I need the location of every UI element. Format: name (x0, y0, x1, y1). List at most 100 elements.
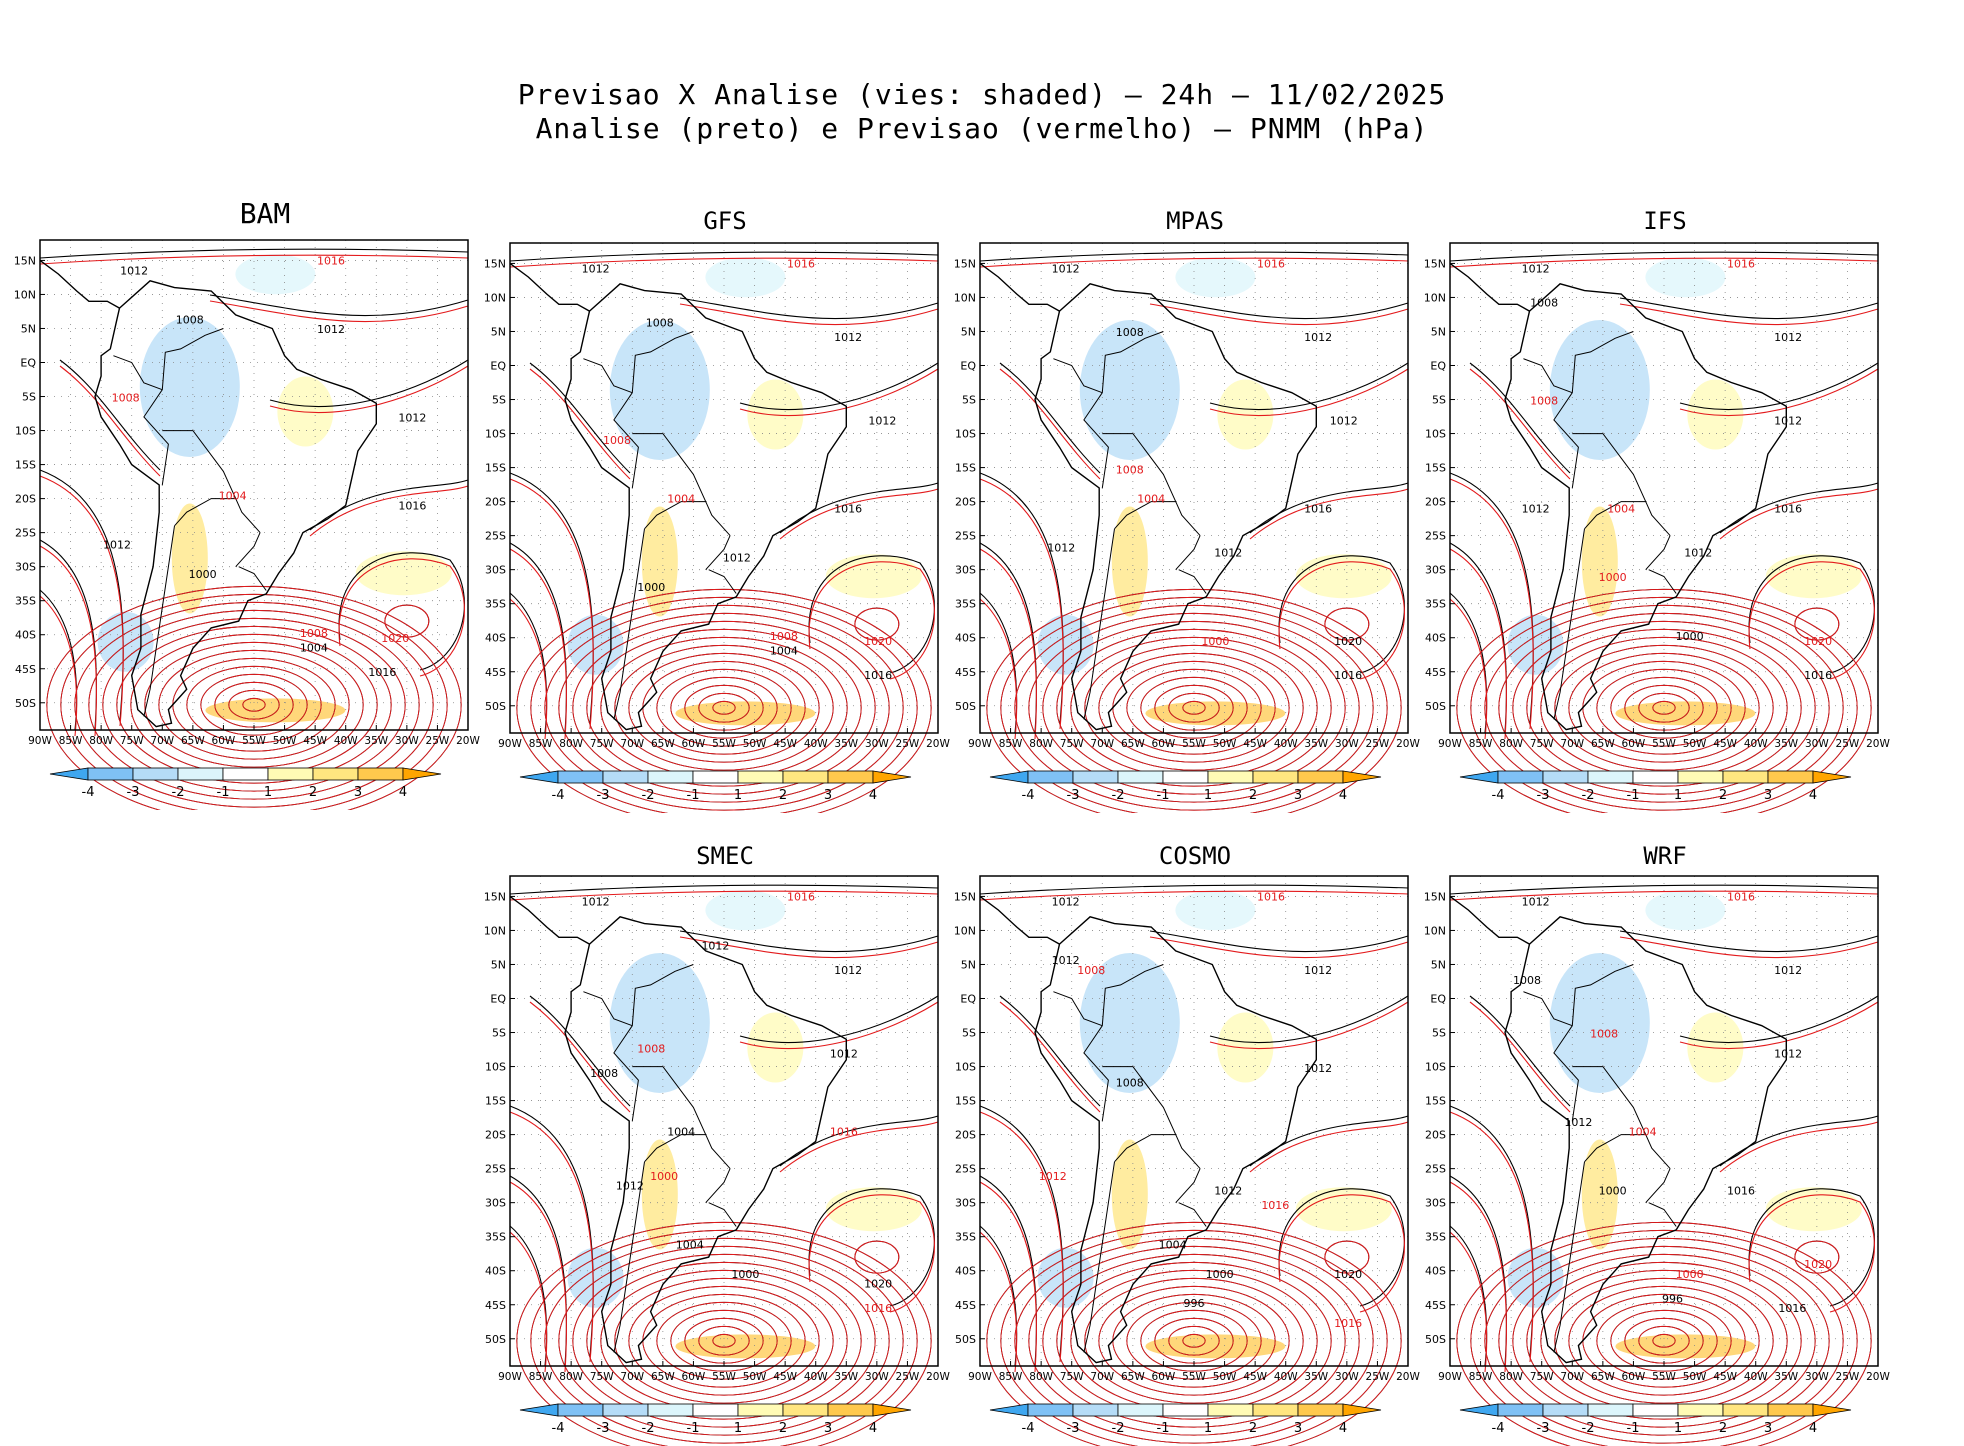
lon-tick-label: 50W (743, 1371, 767, 1383)
lon-tick-label: 90W (1438, 738, 1462, 750)
lat-tick-label: 25S (1425, 1163, 1446, 1176)
lat-tick-label: 40S (955, 632, 976, 645)
colorbar-label: 1 (1204, 788, 1212, 803)
isobar-label: 1000 (731, 1268, 759, 1281)
lon-tick-label: 60W (1622, 1371, 1646, 1383)
lon-tick-label: 35W (1304, 738, 1328, 750)
isobar-label: 1008 (1116, 326, 1144, 339)
colorbar-label: -3 (1067, 1421, 1080, 1436)
lat-tick-label: 30S (955, 564, 976, 577)
panel-title-smec: SMEC (696, 842, 754, 870)
lon-tick-label: 25W (896, 1371, 920, 1383)
lat-tick-label: 15S (1425, 462, 1446, 475)
lon-tick-label: 80W (89, 735, 113, 747)
colorbar-label: -2 (1582, 1421, 1595, 1436)
lon-tick-label: 45W (773, 738, 797, 750)
lat-tick-label: 35S (15, 595, 36, 608)
country-borders (1523, 964, 1677, 1353)
forecast-isobars (1449, 257, 1879, 813)
lon-tick-label: 45W (1243, 738, 1267, 750)
isobar-label: 1012 (1522, 503, 1550, 516)
isobar-label: 1012 (1047, 542, 1075, 555)
lon-tick-label: 60W (682, 738, 706, 750)
lon-tick-label: 70W (1560, 1371, 1584, 1383)
lon-tick-label: 65W (1591, 1371, 1615, 1383)
lon-tick-label: 60W (1152, 738, 1176, 750)
isobar-label: 1012 (1684, 547, 1712, 560)
lon-tick-label: 30W (1335, 738, 1359, 750)
lat-tick-label: 15S (15, 459, 36, 472)
lat-tick-label: 25S (485, 530, 506, 543)
lat-tick-label: EQ (490, 993, 506, 1006)
isobar-label: 1012 (1304, 331, 1332, 344)
isobar-label: 1004 (1629, 1126, 1657, 1139)
lat-tick-label: 10N (484, 924, 506, 937)
country-borders (583, 964, 737, 1353)
colorbar-label: -1 (687, 1421, 700, 1436)
colorbar-label: 1 (734, 788, 742, 803)
lat-tick-label: 40S (1425, 1265, 1446, 1278)
lon-tick-label: 75W (1060, 1371, 1084, 1383)
lon-tick-label: 65W (651, 738, 675, 750)
lat-tick-label: 5S (492, 394, 506, 407)
isobar-label: 1000 (650, 1170, 678, 1183)
colorbar-label: -3 (597, 788, 610, 803)
lat-tick-label: 40S (485, 1265, 506, 1278)
isobar-label: 1008 (770, 630, 798, 643)
isobar-label: 1020 (864, 635, 892, 648)
isobar-label: 1012 (582, 262, 610, 275)
isobar-label: 1016 (1804, 669, 1832, 682)
isobar-label: 1004 (219, 490, 247, 503)
isobar-label: 1008 (1116, 1077, 1144, 1090)
lat-tick-label: EQ (960, 993, 976, 1006)
lon-tick-label: 30W (1805, 1371, 1829, 1383)
isobar-label: 1012 (701, 940, 729, 953)
lat-tick-label: 50S (1425, 1333, 1446, 1346)
colorbar-label: 3 (1294, 788, 1302, 803)
colorbar-label: -1 (1627, 1421, 1640, 1436)
lat-tick-label: 10N (1424, 291, 1446, 304)
isobar-label: 1020 (1804, 1258, 1832, 1271)
isobar-label: 1016 (1727, 258, 1755, 271)
lat-tick-label: 35S (955, 1231, 976, 1244)
lat-tick-label: 45S (15, 663, 36, 676)
bias-shading (567, 890, 922, 1359)
lat-tick-label: 30S (485, 1197, 506, 1210)
lon-tick-label: 20W (926, 738, 950, 750)
coastline (1034, 916, 1317, 1364)
lat-tick-label: 20S (1425, 1129, 1446, 1142)
lat-tick-label: 40S (1425, 632, 1446, 645)
lon-tick-label: 65W (651, 1371, 675, 1383)
lon-tick-label: 90W (28, 735, 52, 747)
lat-lon-grid (510, 876, 938, 1366)
lon-tick-label: 30W (865, 1371, 889, 1383)
lat-tick-label: 20S (15, 493, 36, 506)
isobar-label: 1012 (1774, 1047, 1802, 1060)
map-panel-gfs: 1012 1016 1012 1008 1008 1012 1016 1004 1012 1000… (484, 242, 950, 813)
colorbar-label: -2 (172, 785, 185, 800)
lat-tick-label: 35S (1425, 598, 1446, 611)
lon-tick-label: 70W (1090, 738, 1114, 750)
isobar-label: 1012 (1052, 262, 1080, 275)
isobar-label: 1012 (723, 552, 751, 565)
isobar-label: 1000 (1676, 1268, 1704, 1281)
lon-tick-label: 20W (1396, 1371, 1420, 1383)
lat-tick-label: 5S (22, 391, 36, 404)
lon-tick-label: 50W (1213, 738, 1237, 750)
forecast-isobars (509, 257, 939, 813)
isobar-label: 1016 (1304, 503, 1332, 516)
coastline (564, 916, 847, 1364)
isobar-label: 1004 (667, 493, 695, 506)
lon-tick-label: 75W (1530, 738, 1554, 750)
isobar-label: 1008 (590, 1067, 618, 1080)
lon-tick-label: 50W (743, 738, 767, 750)
lat-tick-label: 25S (1425, 530, 1446, 543)
country-borders (583, 331, 737, 720)
map-panel-cosmo: 1012 101610121012100810081012101610041012… (954, 875, 1420, 1446)
colorbar-label: -3 (127, 785, 140, 800)
isobar-label: 1020 (1804, 635, 1832, 648)
isobar-label: 1016 (1261, 1199, 1289, 1212)
isobar-label: 1016 (398, 500, 426, 513)
lat-tick-label: 15S (485, 462, 506, 475)
isobar-label: 1008 (1590, 1028, 1618, 1041)
